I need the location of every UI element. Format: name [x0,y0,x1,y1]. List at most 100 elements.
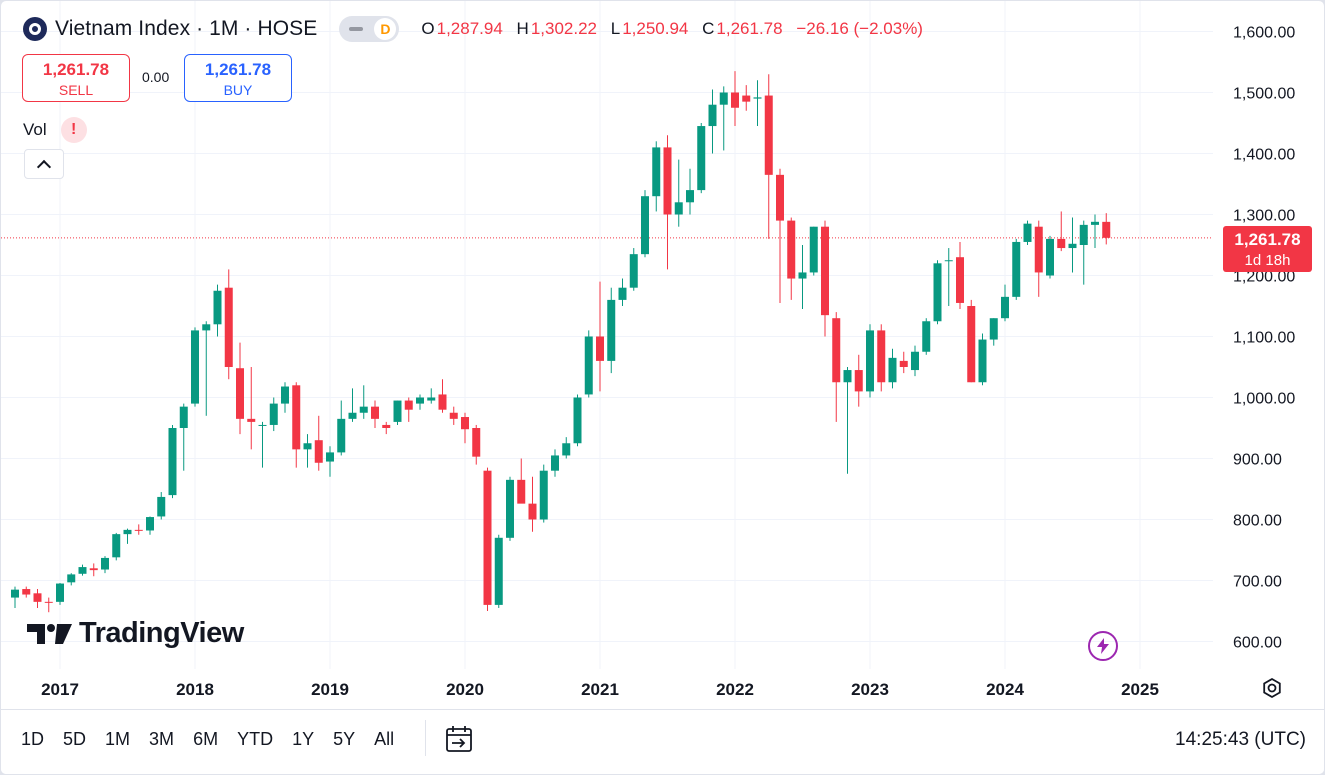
candle-body [416,397,424,404]
range-1y[interactable]: 1Y [292,729,315,749]
candle [539,464,548,523]
candle [78,564,87,576]
price-axis[interactable]: 600.00 700.00 800.00 900.00 1,000.00 1,100.00… [1233,25,1295,652]
price-tick-label: 700.00 [1233,574,1282,591]
candle [652,141,661,212]
time-tick-label: 2023 [851,680,889,699]
time-tick-label: 2024 [986,680,1024,699]
candle-body [1012,241,1021,297]
gear-icon[interactable] [1261,677,1283,699]
bar-countdown: 1d 18h [1244,252,1291,269]
candle [1001,284,1009,322]
candle [1012,238,1021,300]
calendar-goto-icon[interactable] [444,724,474,754]
candle [112,532,121,561]
candle [911,345,919,377]
candle-body [933,263,942,322]
symbol-title[interactable]: Vietnam Index · 1M · HOSE [55,17,318,40]
candle [618,278,627,306]
collapse-legend-button[interactable] [24,149,64,179]
change-value: −26.16 (−2.03%) [796,19,923,38]
candle-body [551,455,559,471]
candle [888,348,897,389]
candle-body [236,368,244,419]
candle [944,248,953,306]
range-5d[interactable]: 5D [63,729,87,749]
candle-body [776,174,784,221]
candle-body [179,406,188,428]
candle [989,318,998,346]
warning-icon[interactable]: ! [60,117,87,143]
candle-body [1057,238,1066,249]
candle-body [832,318,841,383]
candle-body [191,330,199,404]
candle-body [584,336,593,395]
candle [956,241,964,310]
range-3m[interactable]: 3M [149,729,175,749]
candle [44,597,53,613]
market-status-pill[interactable]: D [339,16,400,42]
candle [326,446,334,477]
candle-body [247,418,256,422]
volume-indicator[interactable]: Vol ! [23,117,87,143]
candle [281,382,289,413]
range-ytd[interactable]: YTD [237,729,274,749]
range-all[interactable]: All [374,729,395,749]
candle [967,299,976,383]
candle [494,534,503,608]
candle [674,159,683,227]
candle-body [89,568,98,571]
candle-body [337,418,346,453]
candle [584,330,593,398]
range-5y[interactable]: 5Y [333,729,356,749]
bolt-icon[interactable] [1088,631,1118,661]
high-label: H [516,19,529,38]
buy-price: 1,261.78 [204,60,272,79]
vietnam-index-logo-icon [23,17,47,41]
candle [213,284,222,337]
candle-body [269,403,278,425]
buy-button[interactable]: 1,261.78 BUY [184,54,292,102]
price-tick-label: 900.00 [1233,452,1282,469]
candle [1057,211,1066,252]
candle [1091,214,1099,249]
utc-clock[interactable]: 14:25:43 (UTC) [1175,729,1306,750]
candle-body [168,428,177,496]
candle [866,324,874,398]
candle-body [326,452,334,462]
candle-body [1068,243,1077,249]
candle-body [22,589,31,595]
buy-label: BUY [223,82,253,98]
low-value: 1,250.94 [622,19,689,38]
candle [89,563,98,577]
candle [787,217,796,300]
candle-body [956,257,964,303]
close-value: 1,261.78 [716,19,783,38]
range-1d[interactable]: 1D [21,729,45,749]
candle [742,85,751,111]
range-1m[interactable]: 1M [105,729,131,749]
bottom-toolbar: 1D 5D 1M 3M 6M YTD 1Y 5Y All 14:25:43 (U… [1,709,1324,774]
price-tick-label: 1,500.00 [1233,86,1295,103]
candle [809,226,818,276]
candle-body [607,299,616,361]
candle [303,434,312,468]
candle-body [1034,226,1043,273]
close-label: C [702,19,715,38]
candle [247,367,256,450]
range-6m[interactable]: 6M [193,729,219,749]
candle [551,449,559,477]
last-price-tag: 1,261.78 1d 18h [1223,226,1312,272]
candle [843,367,852,474]
candle [933,260,942,325]
candle-body [371,406,379,419]
price-tick-label: 1,200.00 [1233,269,1295,286]
toolbar-divider [425,720,426,756]
candle-body [697,126,706,191]
time-axis[interactable]: 2017 2018 2019 2020 2021 2022 2023 2024 2025 [41,680,1159,699]
candle [393,400,402,425]
candle-body [1046,238,1054,276]
sell-button[interactable]: 1,261.78 SELL [22,54,130,102]
